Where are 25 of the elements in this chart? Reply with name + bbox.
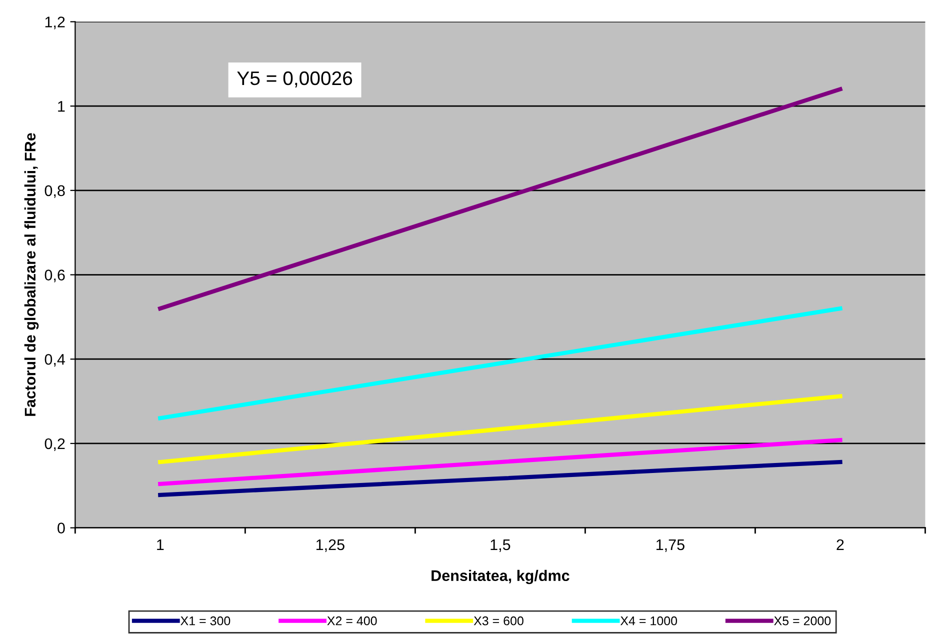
- y-tick-label: 0,2: [44, 438, 65, 451]
- y-tick-label: 0,4: [44, 354, 65, 367]
- y-tick-label: 0,8: [44, 185, 65, 198]
- x-axis-title: Densitatea, kg/dmc: [432, 570, 570, 584]
- line-series: [158, 306, 842, 420]
- legend-label: X2 = 400: [327, 616, 377, 626]
- y-axis-title: Factorul de globalizare al fluidului, FRe: [24, 133, 39, 416]
- x-tick-label: 1,5: [490, 539, 510, 552]
- legend-label: X4 = 1000: [620, 616, 678, 626]
- x-tick-label: 1,25: [316, 539, 344, 552]
- y-tick-label: 1: [58, 101, 65, 112]
- x-tick-label: 2: [836, 539, 844, 550]
- y-tick-label: 0: [58, 522, 65, 534]
- legend-label: X3 = 600: [474, 616, 524, 626]
- line-series: [158, 87, 842, 311]
- line-series: [158, 438, 842, 486]
- line-series: [158, 460, 842, 498]
- y-tick-label: 1,2: [45, 16, 65, 30]
- legend-label: X5 = 2000: [774, 616, 831, 626]
- x-tick-label: 1,75: [656, 539, 684, 552]
- legend-label: X1 = 300: [180, 616, 230, 626]
- line-series: [158, 394, 842, 464]
- x-tick-label: 1: [157, 539, 164, 550]
- y-tick-label: 0,6: [44, 270, 65, 282]
- annotation: Y5 = 0,00026: [237, 71, 352, 88]
